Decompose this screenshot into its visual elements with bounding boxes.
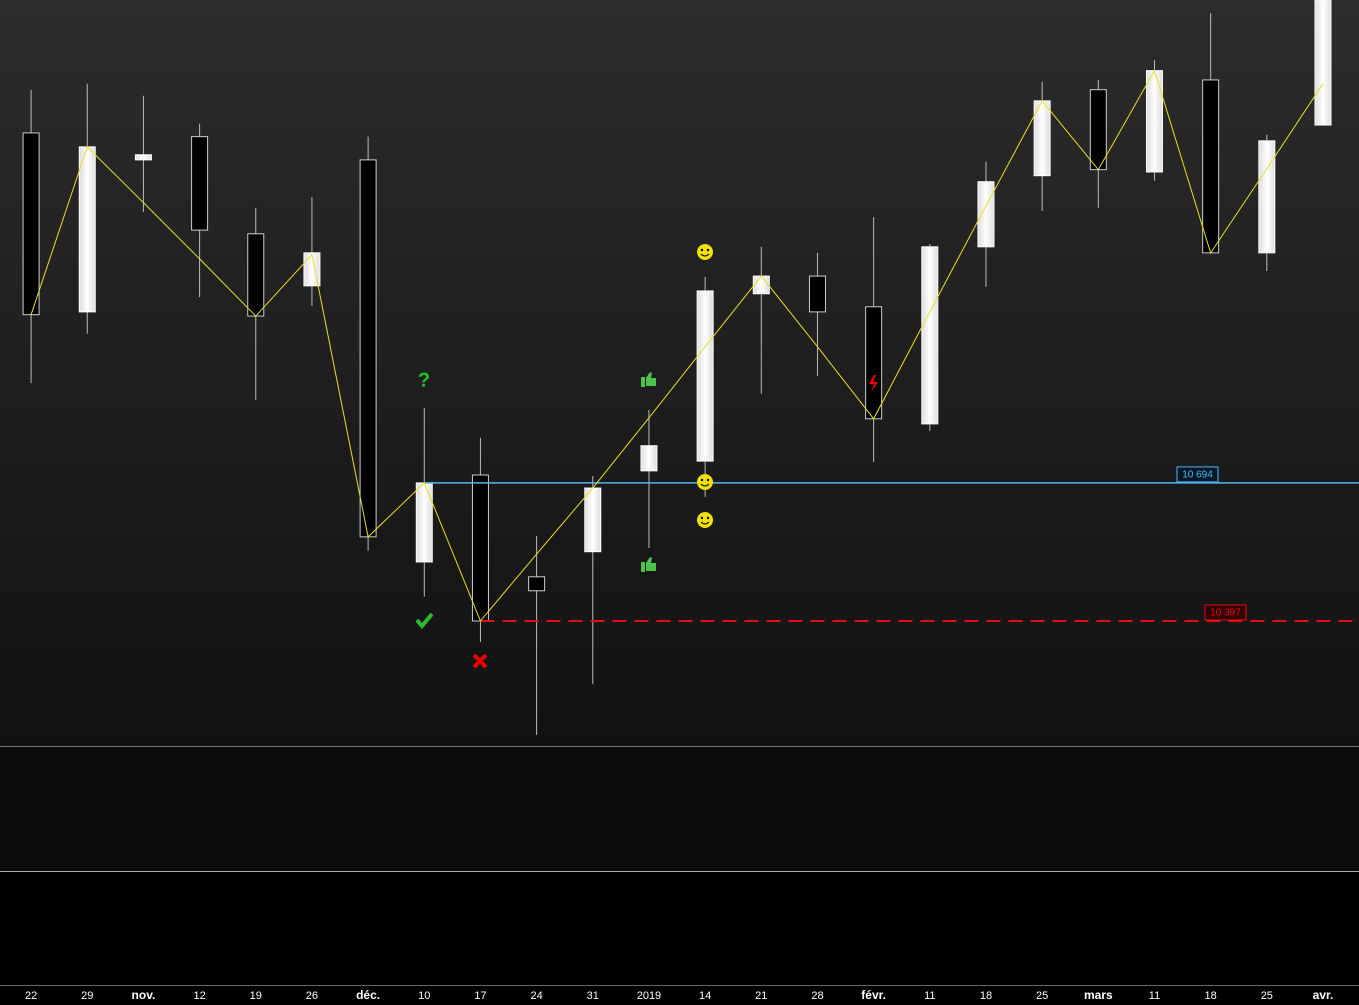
thumb-icon bbox=[641, 372, 656, 387]
x-tick-label: avr. bbox=[1313, 988, 1334, 1002]
up-body bbox=[921, 246, 939, 425]
level-label: 10 694 bbox=[1182, 470, 1213, 481]
x-tick-label: 25 bbox=[1036, 990, 1048, 1002]
up-body bbox=[696, 290, 714, 462]
up-body bbox=[1314, 0, 1332, 126]
up-body bbox=[584, 487, 602, 553]
up-body bbox=[134, 154, 152, 161]
up-body bbox=[977, 181, 995, 248]
x-tick-label: 17 bbox=[474, 990, 486, 1002]
down-body bbox=[865, 306, 883, 420]
x-tick-label: 26 bbox=[306, 990, 318, 1002]
zigzag-line bbox=[30, 69, 1324, 622]
down-body bbox=[471, 474, 489, 622]
up-body bbox=[415, 482, 433, 563]
level-label-box bbox=[1176, 466, 1219, 483]
x-tick-label: déc. bbox=[356, 988, 380, 1002]
down-body bbox=[528, 576, 546, 592]
down-body bbox=[191, 136, 209, 231]
x-tick-label: 10 bbox=[418, 990, 430, 1002]
up-body bbox=[1145, 70, 1163, 173]
x-tick-label: nov. bbox=[132, 988, 156, 1002]
icons: ? bbox=[415, 244, 878, 669]
x-tick-label: 12 bbox=[193, 990, 205, 1002]
thumb-icon bbox=[641, 557, 656, 572]
up-body bbox=[303, 252, 321, 287]
cross-icon bbox=[472, 653, 488, 669]
down-body bbox=[1202, 79, 1220, 254]
x-tick-label: 18 bbox=[980, 990, 992, 1002]
x-tick-label: 2019 bbox=[637, 990, 661, 1002]
x-tick-label: 22 bbox=[25, 990, 37, 1002]
plot bbox=[22, 0, 1359, 735]
x-tick-label: 14 bbox=[699, 990, 711, 1002]
flash-icon bbox=[869, 375, 878, 392]
x-tick-label: 11 bbox=[1149, 990, 1160, 1002]
x-tick-label: 28 bbox=[811, 990, 823, 1002]
question-icon: ? bbox=[418, 369, 430, 391]
down-body bbox=[1089, 89, 1107, 171]
smiley-icon bbox=[697, 512, 713, 528]
smiley-icon bbox=[697, 244, 713, 260]
x-tick-label: 25 bbox=[1261, 990, 1273, 1002]
x-tick-label: 18 bbox=[1205, 990, 1217, 1002]
up-body bbox=[752, 275, 770, 295]
up-body bbox=[640, 445, 658, 472]
up-body bbox=[1258, 140, 1276, 254]
x-tick-label: 29 bbox=[81, 990, 93, 1002]
x-tick-label: 11 bbox=[924, 990, 935, 1002]
x-tick-label: 24 bbox=[530, 990, 542, 1002]
smiley-icon bbox=[697, 474, 713, 490]
level-label-box bbox=[1204, 604, 1247, 621]
check-icon bbox=[415, 612, 434, 630]
x-tick-label: 21 bbox=[755, 990, 767, 1002]
down-body bbox=[247, 233, 265, 317]
down-body bbox=[22, 132, 40, 316]
up-body bbox=[78, 146, 96, 313]
down-body bbox=[359, 159, 377, 538]
x-tick-label: mars bbox=[1084, 988, 1113, 1002]
x-tick-label: 31 bbox=[587, 990, 599, 1002]
sub-panel bbox=[0, 746, 1359, 871]
level-label: 10 397 bbox=[1210, 608, 1241, 619]
down-body bbox=[808, 275, 826, 313]
x-tick-label: févr. bbox=[861, 988, 886, 1002]
x-tick-label: 19 bbox=[250, 990, 262, 1002]
